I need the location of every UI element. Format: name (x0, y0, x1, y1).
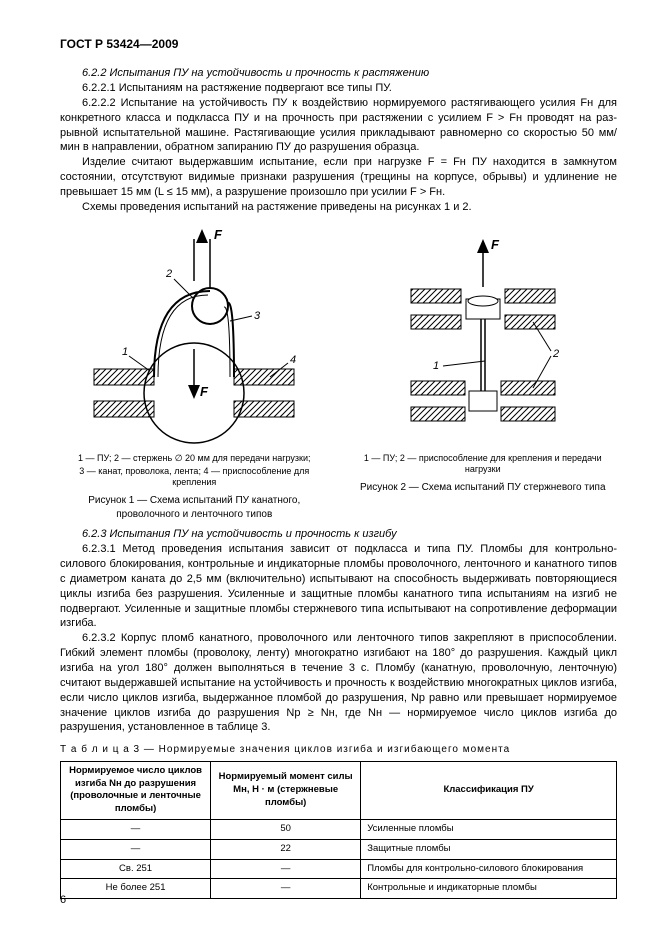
section-623-title: 6.2.3 Испытания ПУ на устойчивость и про… (60, 527, 617, 542)
table-col-0: Нормируемое число циклов изгиба Nн до ра… (61, 761, 211, 819)
table-3-title: Т а б л и ц а 3 — Нормируемые значения ц… (60, 743, 617, 757)
figures-row: F F 1 2 3 4 1 — ПУ; 2 — стержень ∅ 20 мм… (60, 221, 617, 522)
table-header-row: Нормируемое число циклов изгиба Nн до ра… (61, 761, 617, 819)
paragraph-result: Изделие считают выдержавшим испытание, е… (60, 155, 617, 200)
page-number: 6 (60, 893, 66, 908)
document-header: ГОСТ Р 53424—2009 (60, 36, 617, 52)
svg-text:1: 1 (433, 360, 439, 372)
figure-2-caption: Рисунок 2 — Схема испытаний ПУ стержнево… (360, 481, 606, 495)
cell: Не более 251 (61, 879, 211, 899)
cell: — (61, 839, 211, 859)
figure-2-legend: 1 — ПУ; 2 — приспособление для крепления… (349, 453, 618, 476)
table-row: — 22 Защитные пломбы (61, 839, 617, 859)
svg-text:F: F (491, 237, 500, 252)
table-col-2: Классификация ПУ (361, 761, 617, 819)
cell: — (211, 859, 361, 879)
svg-text:F: F (214, 227, 223, 242)
svg-text:F: F (200, 384, 209, 399)
cell: Контрольные и индикаторные пломбы (361, 879, 617, 899)
figure-1-legend-line2: 3 — канат, проволока, лента; 4 — приспос… (60, 466, 329, 489)
cell: 50 (211, 819, 361, 839)
figure-2-svg: F 1 2 (373, 221, 593, 451)
svg-text:1: 1 (122, 346, 128, 358)
cell: — (61, 819, 211, 839)
paragraph-6221: 6.2.2.1 Испытаниям на растяжение подверг… (60, 81, 617, 96)
cell: 22 (211, 839, 361, 859)
table-row: Не более 251 — Контрольные и индикаторны… (61, 879, 617, 899)
svg-text:4: 4 (290, 354, 296, 366)
paragraph-6232: 6.2.3.2 Корпус пломб канатного, проволоч… (60, 631, 617, 735)
table-row: — 50 Усиленные пломбы (61, 819, 617, 839)
svg-text:2: 2 (552, 348, 559, 360)
cell: Усиленные пломбы (361, 819, 617, 839)
figure-1-caption: Рисунок 1 — Схема испытаний ПУ канатного… (60, 494, 329, 521)
table-3: Нормируемое число циклов изгиба Nн до ра… (60, 761, 617, 900)
page: ГОСТ Р 53424—2009 6.2.2 Испытания ПУ на … (0, 0, 661, 936)
paragraph-6222: 6.2.2.2 Испытание на устойчивость ПУ к в… (60, 96, 617, 155)
figure-1-column: F F 1 2 3 4 1 — ПУ; 2 — стержень ∅ 20 мм… (60, 221, 329, 522)
figure-1-svg: F F 1 2 3 4 (74, 221, 314, 451)
paragraph-6231: 6.2.3.1 Метод проведения испытания завис… (60, 542, 617, 631)
svg-text:2: 2 (165, 268, 172, 280)
cell: Защитные пломбы (361, 839, 617, 859)
cell: — (211, 879, 361, 899)
figure-2-column: F 1 2 1 — ПУ; 2 — приспособление для кре… (349, 221, 618, 522)
svg-text:3: 3 (254, 310, 261, 322)
table-col-1: Нормируемый момент силы Mн, Н · м (стерж… (211, 761, 361, 819)
figure-1-legend-line1: 1 — ПУ; 2 — стержень ∅ 20 мм для передач… (78, 453, 311, 464)
paragraph-schemes: Схемы проведения испытаний на растяжение… (60, 200, 617, 215)
section-622-title: 6.2.2 Испытания ПУ на устойчивость и про… (60, 66, 617, 81)
cell: Пломбы для контрольно-силового блокирова… (361, 859, 617, 879)
cell: Св. 251 (61, 859, 211, 879)
table-row: Св. 251 — Пломбы для контрольно-силового… (61, 859, 617, 879)
